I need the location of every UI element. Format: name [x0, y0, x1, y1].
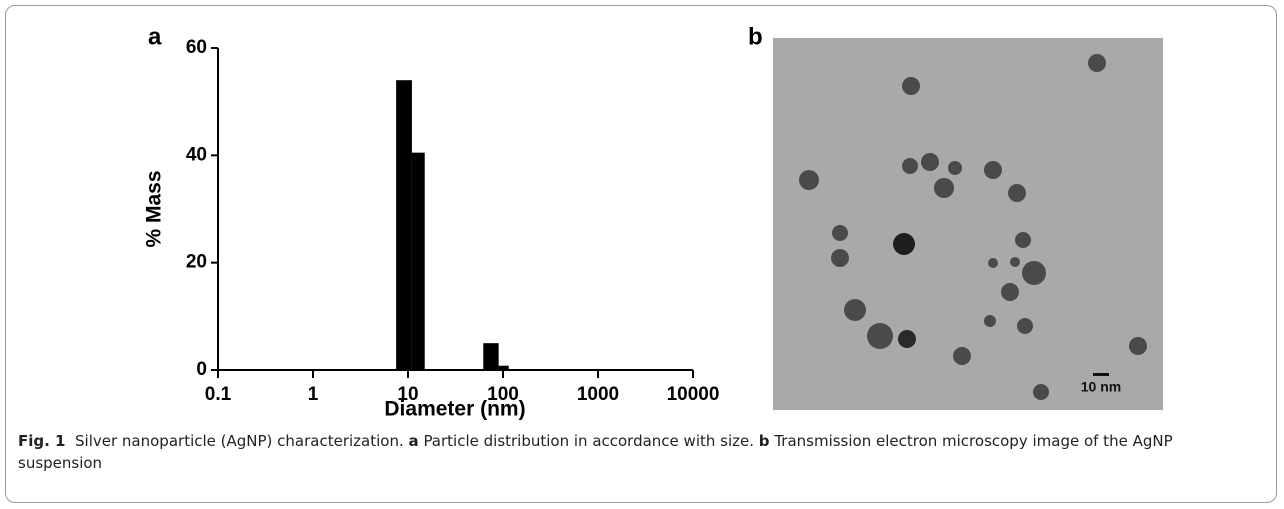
x-axis-title: Diameter (nm) — [384, 398, 525, 421]
tem-image: 10 nm — [773, 38, 1163, 410]
x-tick-label: 10 — [397, 384, 418, 405]
y-axis-title: % Mass — [143, 170, 166, 247]
x-tick-label: 1000 — [577, 384, 619, 405]
caption-text: Particle distribution in accordance with… — [423, 432, 754, 450]
caption-panel-ref: b — [758, 432, 770, 450]
bar — [498, 365, 509, 370]
x-tick-label: 0.1 — [205, 384, 232, 405]
bar — [396, 80, 412, 370]
bar — [483, 343, 499, 370]
caption-text: Silver nanoparticle (AgNP) characterizat… — [75, 432, 404, 450]
scale-bar — [1093, 373, 1109, 376]
y-tick-label: 0 — [196, 359, 207, 380]
bar — [411, 152, 425, 370]
panel-label: b — [748, 23, 763, 50]
y-tick-label: 20 — [186, 252, 207, 273]
particles — [799, 54, 1147, 400]
caption-panel-ref: a — [408, 432, 419, 450]
panel-label: a — [148, 23, 162, 50]
scale-label: 10 nm — [1081, 379, 1121, 395]
figure-frame — [5, 5, 1277, 503]
caption-label: Fig. 1 — [18, 432, 66, 450]
image-background — [773, 38, 1163, 410]
figure-panels: a b Diameter (nm) % Mass 10 nm 0 20 40 60 0.… — [143, 23, 1163, 421]
y-tick-label: 60 — [186, 37, 207, 58]
caption: Fig. 1 Silver nanoparticle (AgNP) charac… — [18, 430, 1258, 474]
y-tick-label: 40 — [186, 144, 207, 165]
x-tick-label: 1 — [308, 384, 319, 405]
x-tick-label: 100 — [487, 384, 519, 405]
caption-text: Transmission electron microscopy image o… — [18, 432, 1173, 472]
x-tick-label: 10000 — [667, 384, 720, 405]
